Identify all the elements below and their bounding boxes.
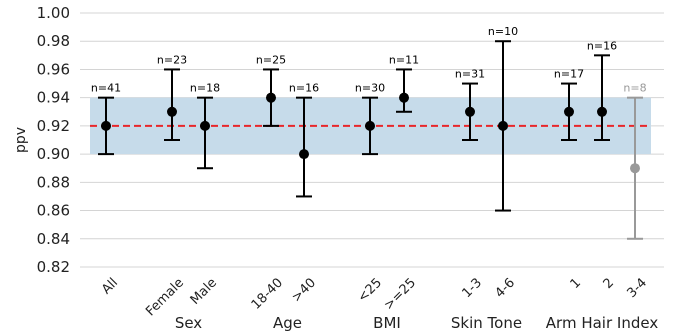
sample-size-label: n=41 <box>91 82 121 95</box>
y-tick-label: 0.96 <box>37 60 70 78</box>
x-tick-label: >40 <box>289 275 319 305</box>
errorbar-layer: n=41 n=23 n=18 n=25 n=16 n=30 n=11 n=31 n=10 n=17… <box>91 25 647 240</box>
x-tick-label: 1-3 <box>459 275 485 301</box>
data-point <box>630 163 640 174</box>
y-axis-label: ppv <box>13 127 29 153</box>
y-tick-label: 0.98 <box>37 32 70 50</box>
sample-size-label: n=11 <box>389 53 419 66</box>
group-labels: Sex Age BMI Skin Tone Arm Hair Index <box>175 314 659 332</box>
group-label: BMI <box>373 314 401 332</box>
sample-size-label: n=8 <box>623 82 646 95</box>
sample-size-label: n=16 <box>289 82 319 95</box>
data-point <box>266 92 276 103</box>
x-tick-label: 1 <box>568 275 584 291</box>
y-tick-label: 1.00 <box>37 4 70 22</box>
sample-size-label: n=10 <box>488 25 518 38</box>
x-tick-label: 18-40 <box>249 275 286 312</box>
sample-size-label: n=16 <box>587 39 617 52</box>
data-point <box>299 149 309 160</box>
x-tick-label: Male <box>188 275 220 307</box>
x-tick-label: 3-4 <box>624 275 650 301</box>
sample-size-label: n=18 <box>190 82 220 95</box>
x-tick-label: 2 <box>601 275 617 291</box>
data-point <box>167 106 177 117</box>
sample-size-label: n=31 <box>455 68 485 81</box>
sample-size-label: n=30 <box>355 82 385 95</box>
x-tick-labels: All Female Male 18-40 >40 <25>=25 1-3 4-6 1 2 3-4 <box>99 275 650 319</box>
data-point <box>200 120 210 131</box>
x-tick-label: 4-6 <box>492 275 518 301</box>
data-point <box>365 120 375 131</box>
data-point <box>597 106 607 117</box>
x-tick-label: All <box>99 275 121 297</box>
y-tick-label: 0.82 <box>37 258 70 276</box>
y-tick-label: 0.94 <box>37 89 70 107</box>
x-tick-label: <25 <box>355 275 385 305</box>
data-point <box>399 92 409 103</box>
group-label: Age <box>273 314 302 332</box>
sample-size-label: n=17 <box>554 68 584 81</box>
group-label: Arm Hair Index <box>546 314 659 332</box>
data-point <box>465 106 475 117</box>
y-tick-labels: 0.82 0.84 0.86 0.88 0.90 0.92 0.94 0.96 0.98 1.00 <box>37 4 70 276</box>
data-point <box>101 120 111 131</box>
sample-size-label: n=25 <box>256 53 286 66</box>
sample-size-label: n=23 <box>157 53 187 66</box>
y-tick-label: 0.84 <box>37 230 70 248</box>
group-label: Sex <box>175 314 202 332</box>
data-point <box>564 106 574 117</box>
x-tick-label: Female <box>143 275 187 319</box>
y-tick-label: 0.92 <box>37 117 70 135</box>
group-label: Skin Tone <box>451 314 522 332</box>
y-tick-label: 0.90 <box>37 145 70 163</box>
y-tick-label: 0.86 <box>37 202 70 220</box>
x-tick-label: >=25 <box>381 275 419 313</box>
y-tick-label: 0.88 <box>37 173 70 191</box>
data-point <box>498 120 508 131</box>
